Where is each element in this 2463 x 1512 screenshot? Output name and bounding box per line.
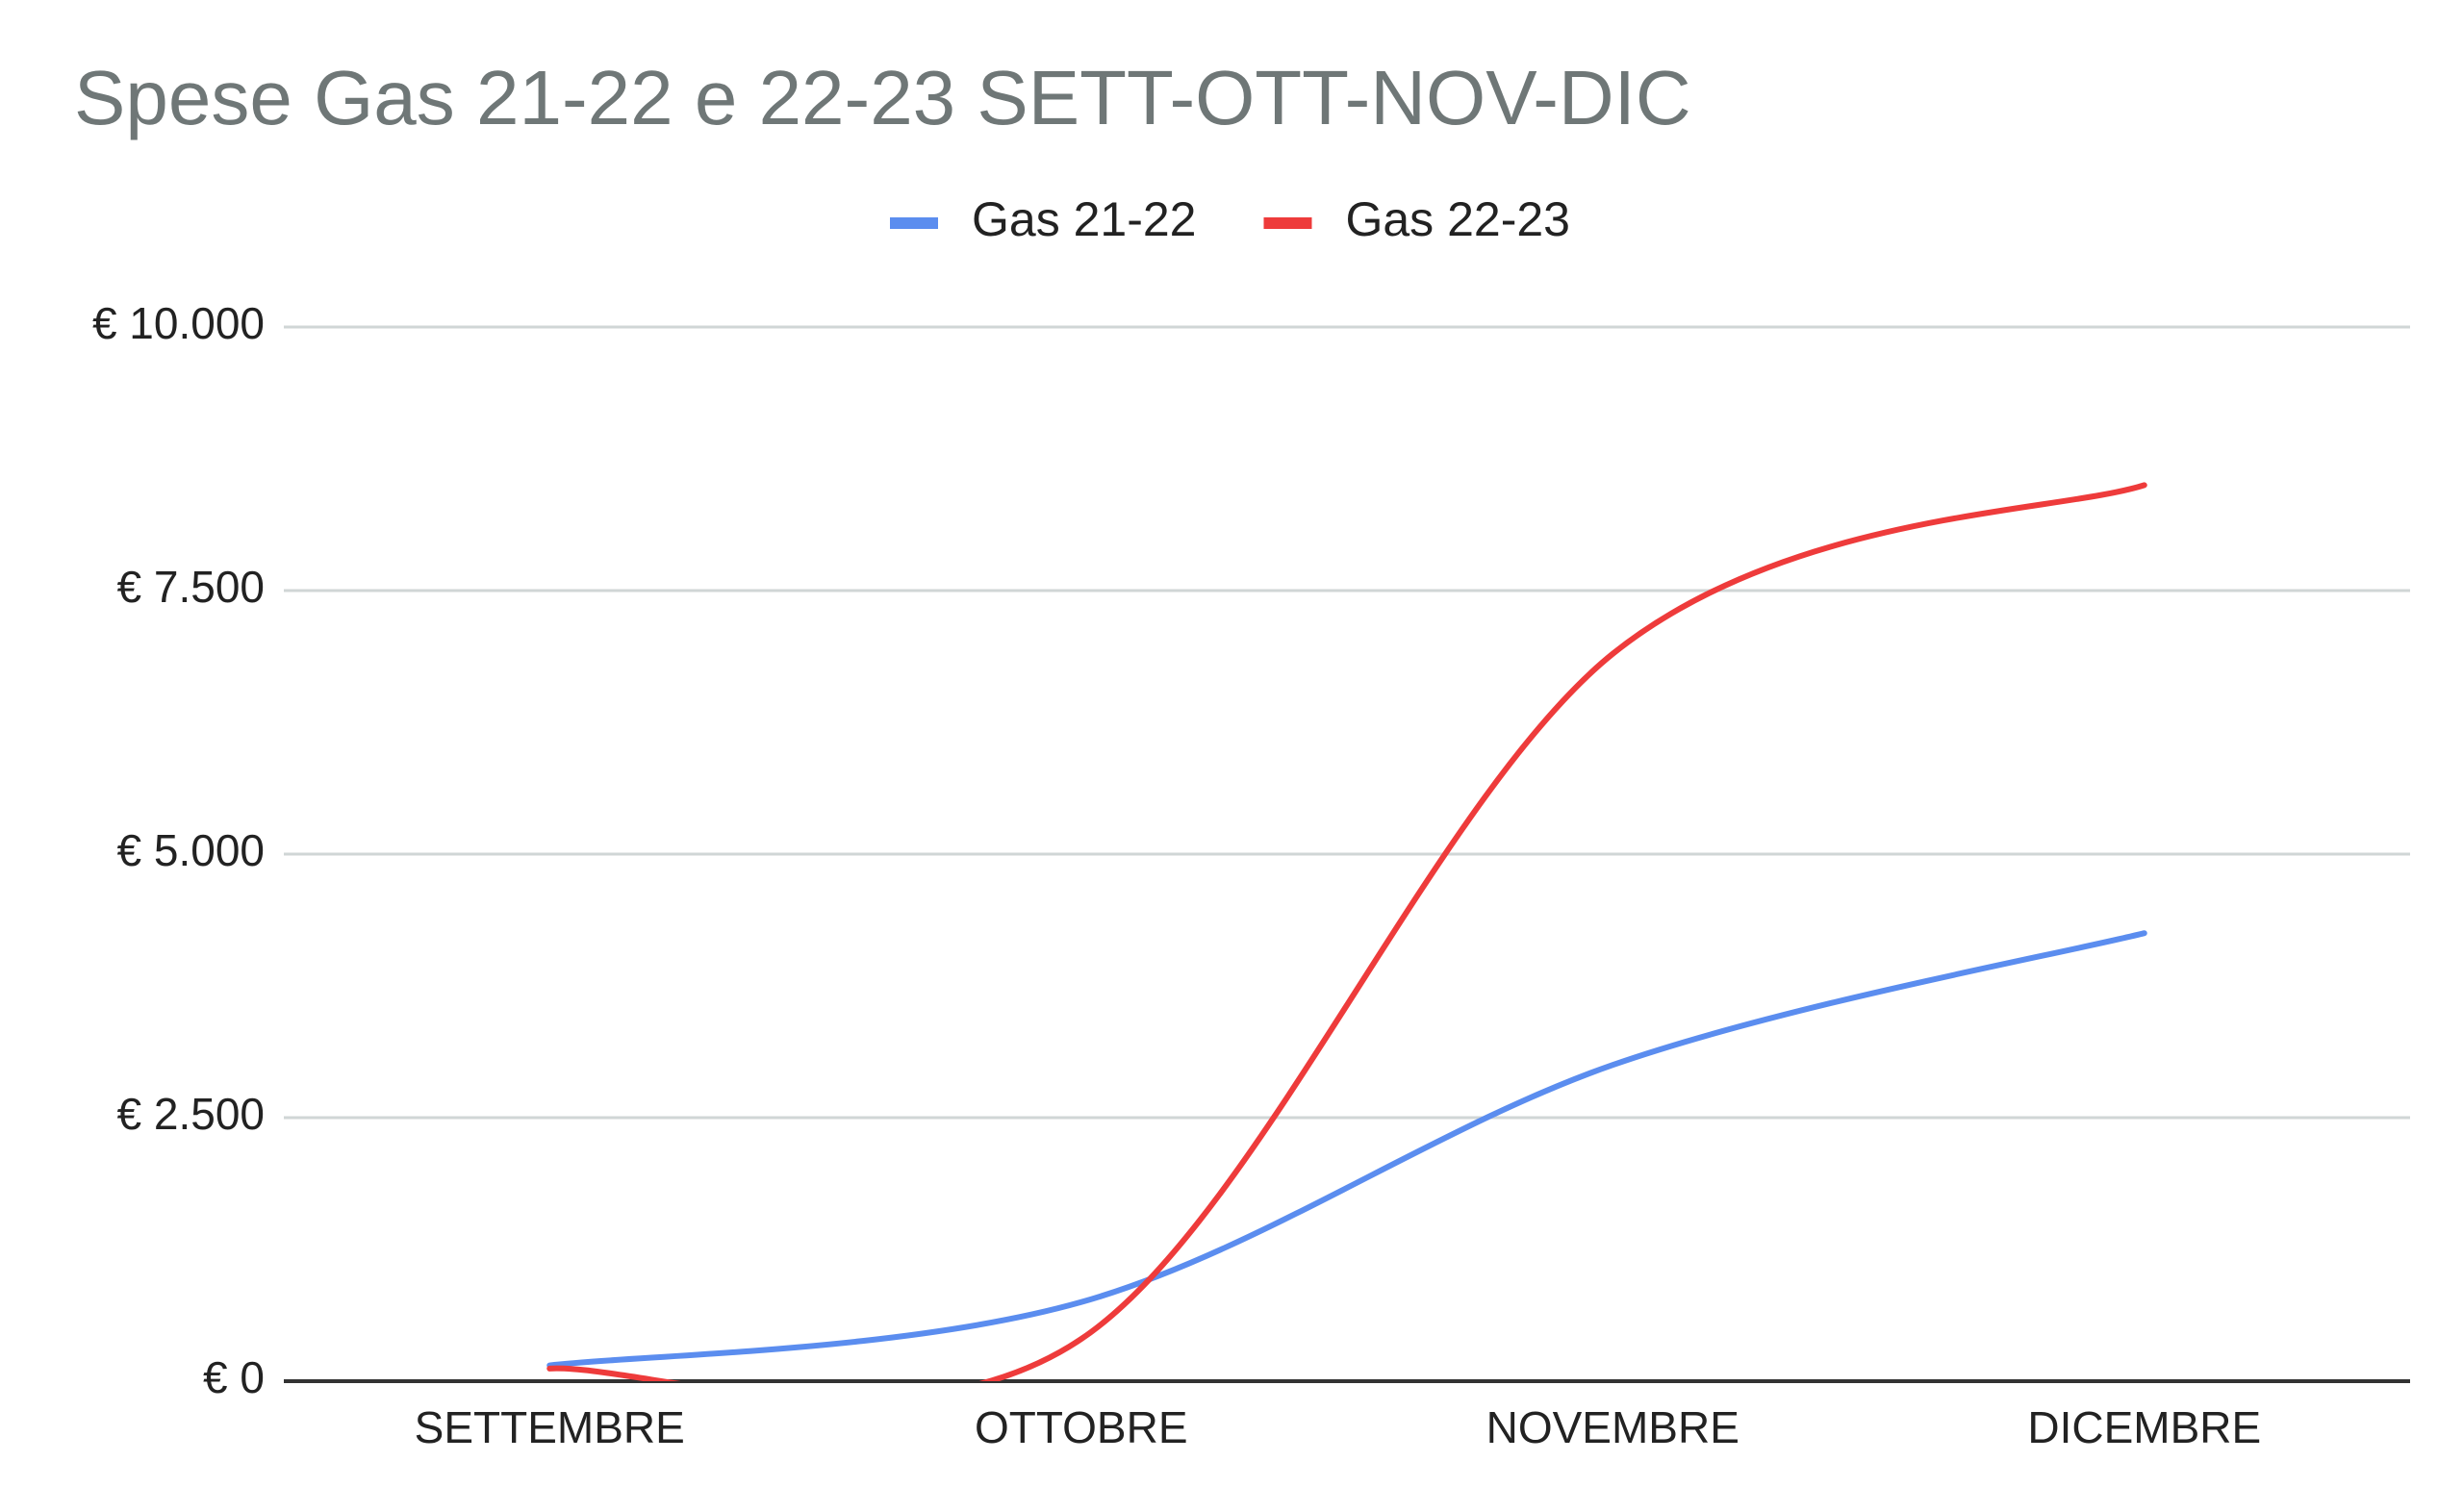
legend-label: Gas 22-23 [1345, 192, 1569, 246]
y-tick-label: € 5.000 [117, 825, 265, 875]
grid [284, 325, 2410, 1383]
y-tick-label: € 2.500 [117, 1089, 265, 1139]
legend: Gas 21-22 Gas 22-23 [890, 192, 1570, 246]
series-line [546, 482, 2147, 1381]
y-tick-label: € 0 [203, 1352, 265, 1402]
x-tick-label: DICEMBRE [2027, 1402, 2261, 1452]
series-line [546, 930, 2147, 1369]
x-tick-label: OTTOBRE [975, 1402, 1188, 1452]
plot-lines [546, 482, 2147, 1381]
x-tick-label: NOVEMBRE [1486, 1402, 1739, 1452]
legend-label: Gas 21-22 [972, 192, 1196, 246]
y-tick-label: € 10.000 [92, 298, 265, 348]
y-tick-label: € 7.500 [117, 562, 265, 612]
x-tick-label: SETTEMBRE [415, 1402, 685, 1452]
chart-title: Spese Gas 21-22 e 22-23 SETT-OTT-NOV-DIC [74, 55, 1691, 140]
